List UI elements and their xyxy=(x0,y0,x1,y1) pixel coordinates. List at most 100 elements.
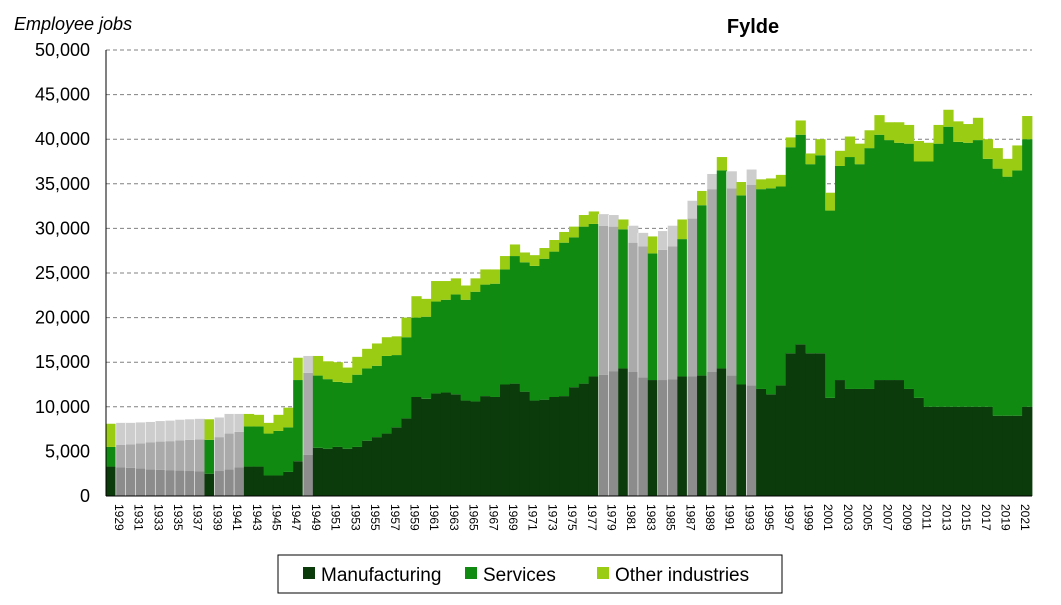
x-tick-label: 1975 xyxy=(565,504,579,531)
x-tick-label: 2007 xyxy=(880,504,894,531)
bar-services-2005 xyxy=(854,164,865,389)
bar-manufacturing-1958 xyxy=(391,427,402,496)
y-tick-label: 30,000 xyxy=(35,218,90,238)
x-tick-label: 2017 xyxy=(979,504,993,531)
bar-services-1945 xyxy=(263,433,274,476)
legend-label-other-industries: Other industries xyxy=(615,565,749,586)
bar-other-industries-1933 xyxy=(145,421,156,443)
bar-other-industries-1966 xyxy=(470,278,481,292)
x-tick-label: 1987 xyxy=(683,504,697,531)
x-tick-label: 1939 xyxy=(210,504,224,531)
x-tick-label: 1945 xyxy=(270,504,284,531)
x-tick-label: 1971 xyxy=(526,504,540,531)
bar-manufacturing-1951 xyxy=(322,448,333,496)
bar-manufacturing-1974 xyxy=(549,396,560,496)
y-tick-label: 45,000 xyxy=(35,85,90,105)
bar-other-industries-2015 xyxy=(953,121,964,142)
bar-manufacturing-1949 xyxy=(303,454,314,496)
bar-services-1958 xyxy=(391,355,402,428)
bar-other-industries-2008 xyxy=(884,122,895,141)
bar-manufacturing-1970 xyxy=(509,383,521,496)
bar-services-1978 xyxy=(588,223,599,377)
bar-other-industries-1988 xyxy=(687,200,698,219)
bar-other-industries-1983 xyxy=(637,232,649,247)
bar-services-1942 xyxy=(234,431,245,468)
bar-other-industries-1941 xyxy=(224,413,235,434)
bar-other-industries-1965 xyxy=(460,285,471,300)
bar-manufacturing-1969 xyxy=(500,384,511,496)
bar-other-industries-1951 xyxy=(322,361,333,380)
bar-services-2019 xyxy=(992,168,1003,416)
bar-services-1968 xyxy=(490,283,501,397)
bar-manufacturing-2022 xyxy=(1022,406,1033,496)
bar-manufacturing-2019 xyxy=(992,415,1003,496)
bar-other-industries-1939 xyxy=(204,419,215,440)
bar-manufacturing-1932 xyxy=(135,468,146,496)
bar-manufacturing-1952 xyxy=(332,446,343,496)
bar-manufacturing-1982 xyxy=(628,372,639,496)
bar-manufacturing-1967 xyxy=(480,396,491,496)
bar-services-1972 xyxy=(529,265,540,401)
x-tick-label: 1977 xyxy=(585,504,599,531)
bar-manufacturing-1948 xyxy=(293,461,304,496)
bar-services-1947 xyxy=(283,427,294,472)
bar-other-industries-1960 xyxy=(411,296,422,318)
bar-other-industries-1943 xyxy=(243,413,255,427)
bar-other-industries-1985 xyxy=(657,231,668,250)
bar-services-2011 xyxy=(913,161,925,398)
bar-services-1970 xyxy=(509,256,521,384)
x-tick-label: 1979 xyxy=(604,504,618,531)
bar-services-1979 xyxy=(598,225,609,375)
bar-services-1977 xyxy=(578,226,590,384)
bar-manufacturing-1963 xyxy=(440,392,452,496)
x-tick-label: 2011 xyxy=(920,504,934,530)
bar-other-industries-2014 xyxy=(943,109,954,127)
bar-services-1962 xyxy=(431,301,442,394)
bar-manufacturing-1995 xyxy=(756,388,767,496)
bar-services-1984 xyxy=(647,253,659,381)
bar-services-2012 xyxy=(923,161,934,407)
bar-manufacturing-1965 xyxy=(460,400,471,496)
bar-other-industries-1978 xyxy=(588,211,599,224)
bar-manufacturing-2011 xyxy=(913,397,925,496)
bar-services-2016 xyxy=(963,142,974,407)
bar-manufacturing-2009 xyxy=(894,380,905,496)
bar-services-1983 xyxy=(637,246,649,378)
bar-manufacturing-2006 xyxy=(864,388,875,496)
bar-manufacturing-1962 xyxy=(431,393,442,496)
x-tick-label: 1937 xyxy=(191,504,205,531)
bar-manufacturing-1992 xyxy=(726,375,737,496)
x-tick-label: 1929 xyxy=(112,504,126,531)
x-tick-label: 1985 xyxy=(664,504,678,531)
legend-box xyxy=(277,554,783,594)
bar-services-1988 xyxy=(687,218,698,377)
y-tick-label: 50,000 xyxy=(35,40,90,60)
bar-manufacturing-1976 xyxy=(569,387,580,496)
bar-manufacturing-1955 xyxy=(362,440,373,496)
bar-services-2022 xyxy=(1022,139,1033,407)
bar-other-industries-1930 xyxy=(115,422,127,445)
bar-other-industries-1935 xyxy=(165,420,176,442)
bar-manufacturing-2004 xyxy=(844,388,856,496)
bar-services-1952 xyxy=(332,381,343,447)
bar-services-1975 xyxy=(559,242,570,397)
x-tick-label: 1981 xyxy=(624,504,638,531)
bar-manufacturing-1991 xyxy=(716,368,728,496)
y-tick-label: 10,000 xyxy=(35,397,90,417)
bar-manufacturing-1939 xyxy=(204,473,215,496)
x-tick-label: 2005 xyxy=(861,504,875,531)
bar-services-1982 xyxy=(628,242,639,373)
bar-other-industries-1952 xyxy=(332,362,343,382)
bar-manufacturing-1940 xyxy=(214,471,225,496)
bar-other-industries-1948 xyxy=(293,357,304,381)
bar-services-2004 xyxy=(844,157,856,389)
bar-other-industries-1938 xyxy=(194,418,205,440)
bar-services-1956 xyxy=(371,365,383,438)
bar-services-1954 xyxy=(352,374,363,447)
bar-services-2002 xyxy=(825,210,836,398)
x-tick-label: 1959 xyxy=(407,504,421,531)
bar-services-1967 xyxy=(480,284,491,397)
bar-services-1955 xyxy=(362,368,373,441)
bar-services-1943 xyxy=(243,426,255,467)
